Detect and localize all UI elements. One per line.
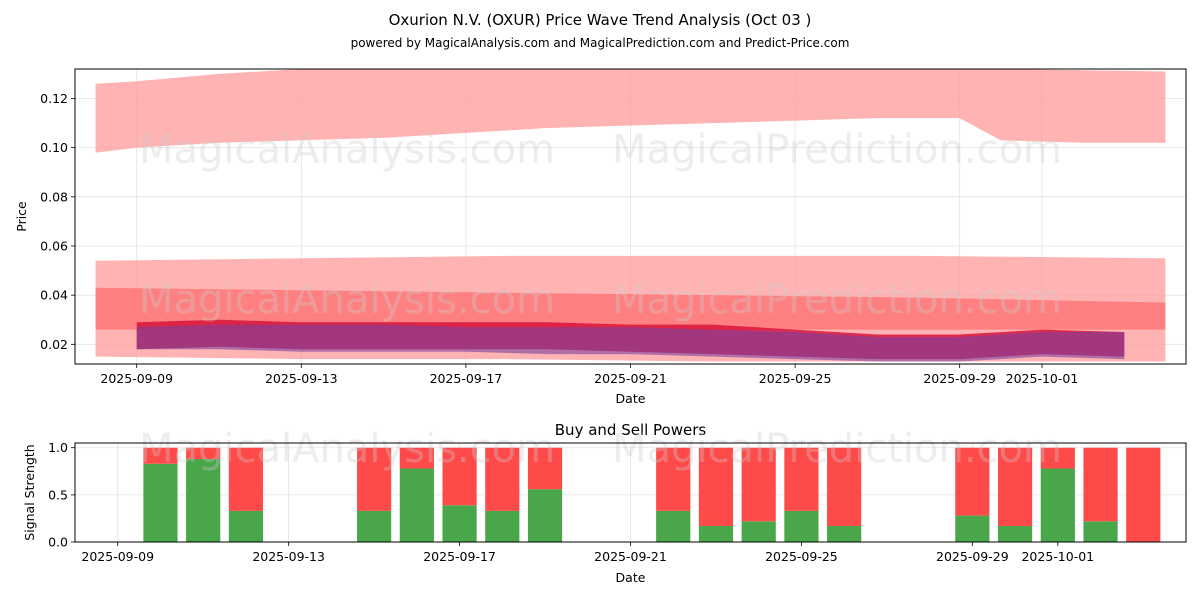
power-xtick-label: 2025-09-09 bbox=[81, 549, 154, 564]
inner-purple-band bbox=[136, 324, 1125, 362]
buy-bar bbox=[997, 525, 1033, 542]
price-xtick-label: 2025-10-01 bbox=[1006, 371, 1079, 386]
price-y-axis-label: Price bbox=[14, 201, 29, 232]
price-xtick-label: 2025-09-17 bbox=[430, 371, 503, 386]
chart-subtitle: powered by MagicalAnalysis.com and Magic… bbox=[351, 36, 850, 50]
buy-bar bbox=[784, 510, 819, 542]
buy-bar bbox=[827, 525, 862, 542]
price-xtick-label: 2025-09-21 bbox=[594, 371, 667, 386]
watermark-prediction: MagicalPrediction.com bbox=[612, 277, 1062, 323]
sell-bar bbox=[827, 447, 862, 526]
buy-bar bbox=[698, 525, 734, 542]
sell-bar bbox=[228, 447, 264, 511]
power-ytick-label: 1.0 bbox=[48, 440, 68, 455]
price-xtick-label: 2025-09-29 bbox=[923, 371, 996, 386]
buy-bar bbox=[442, 505, 477, 542]
sell-bar bbox=[698, 447, 734, 526]
sell-bar bbox=[1040, 447, 1075, 469]
watermark-prediction: MagicalPrediction.com bbox=[612, 426, 1062, 472]
chart-title: Oxurion N.V. (OXUR) Price Wave Trend Ana… bbox=[389, 11, 812, 29]
power-xtick-label: 2025-09-13 bbox=[252, 549, 325, 564]
buy-bar bbox=[955, 515, 990, 542]
price-ytick-label: 0.10 bbox=[40, 140, 68, 155]
buy-bar bbox=[228, 510, 264, 542]
power-chart-title: Buy and Sell Powers bbox=[555, 421, 707, 439]
price-ytick-label: 0.08 bbox=[40, 189, 68, 204]
sell-bar bbox=[741, 447, 776, 522]
sell-bar bbox=[485, 447, 520, 511]
power-xtick-label: 2025-10-01 bbox=[1021, 549, 1094, 564]
buy-bar bbox=[186, 459, 221, 542]
power-xtick-label: 2025-09-17 bbox=[423, 549, 496, 564]
sell-bar bbox=[143, 447, 178, 464]
power-y-axis-label: Signal Strength bbox=[22, 444, 37, 540]
sell-bar bbox=[357, 447, 392, 511]
buy-bar bbox=[357, 510, 392, 542]
price-ytick-label: 0.06 bbox=[40, 239, 68, 254]
power-xtick-label: 2025-09-25 bbox=[765, 549, 838, 564]
buy-bar bbox=[485, 510, 520, 542]
buy-bar bbox=[143, 463, 178, 542]
power-x-axis-label: Date bbox=[616, 570, 646, 585]
watermark-analysis: MagicalAnalysis.com bbox=[139, 277, 555, 323]
buy-bar bbox=[399, 468, 434, 542]
sell-bar bbox=[1126, 447, 1161, 542]
upper-wave-band bbox=[95, 69, 1166, 153]
price-bands bbox=[95, 69, 1166, 362]
sell-bar bbox=[1083, 447, 1118, 522]
buy-bar bbox=[741, 521, 776, 542]
power-ytick-label: 0.5 bbox=[48, 487, 68, 502]
sell-bar bbox=[997, 447, 1033, 526]
watermark-analysis: MagicalAnalysis.com bbox=[139, 127, 555, 173]
power-xtick-label: 2025-09-29 bbox=[936, 549, 1009, 564]
price-xtick-label: 2025-09-25 bbox=[759, 371, 832, 386]
middle-wave-band bbox=[95, 287, 1166, 330]
watermark-prediction: MagicalPrediction.com bbox=[612, 127, 1062, 173]
price-ytick-label: 0.02 bbox=[40, 337, 68, 352]
buy-bar bbox=[1083, 521, 1118, 542]
sell-bar bbox=[399, 447, 434, 469]
buy-bar bbox=[527, 489, 563, 542]
power-xtick-label: 2025-09-21 bbox=[594, 549, 667, 564]
buy-bar bbox=[656, 510, 691, 542]
sell-bar bbox=[527, 447, 563, 490]
price-x-axis-label: Date bbox=[616, 391, 646, 406]
power-ytick-label: 0.0 bbox=[48, 535, 68, 550]
price-ytick-label: 0.04 bbox=[40, 288, 68, 303]
sell-bar bbox=[784, 447, 819, 511]
sell-bar bbox=[442, 447, 477, 506]
watermark-analysis: MagicalAnalysis.com bbox=[139, 426, 555, 472]
price-xtick-label: 2025-09-13 bbox=[265, 371, 338, 386]
sell-bar bbox=[955, 447, 990, 516]
sell-bar bbox=[656, 447, 691, 511]
price-xtick-label: 2025-09-09 bbox=[100, 371, 173, 386]
buy-bar bbox=[1040, 468, 1075, 542]
price-ytick-label: 0.12 bbox=[40, 91, 68, 106]
price-chart: MagicalAnalysis.com MagicalPrediction.com… bbox=[14, 68, 1187, 406]
sell-bar bbox=[186, 447, 221, 460]
